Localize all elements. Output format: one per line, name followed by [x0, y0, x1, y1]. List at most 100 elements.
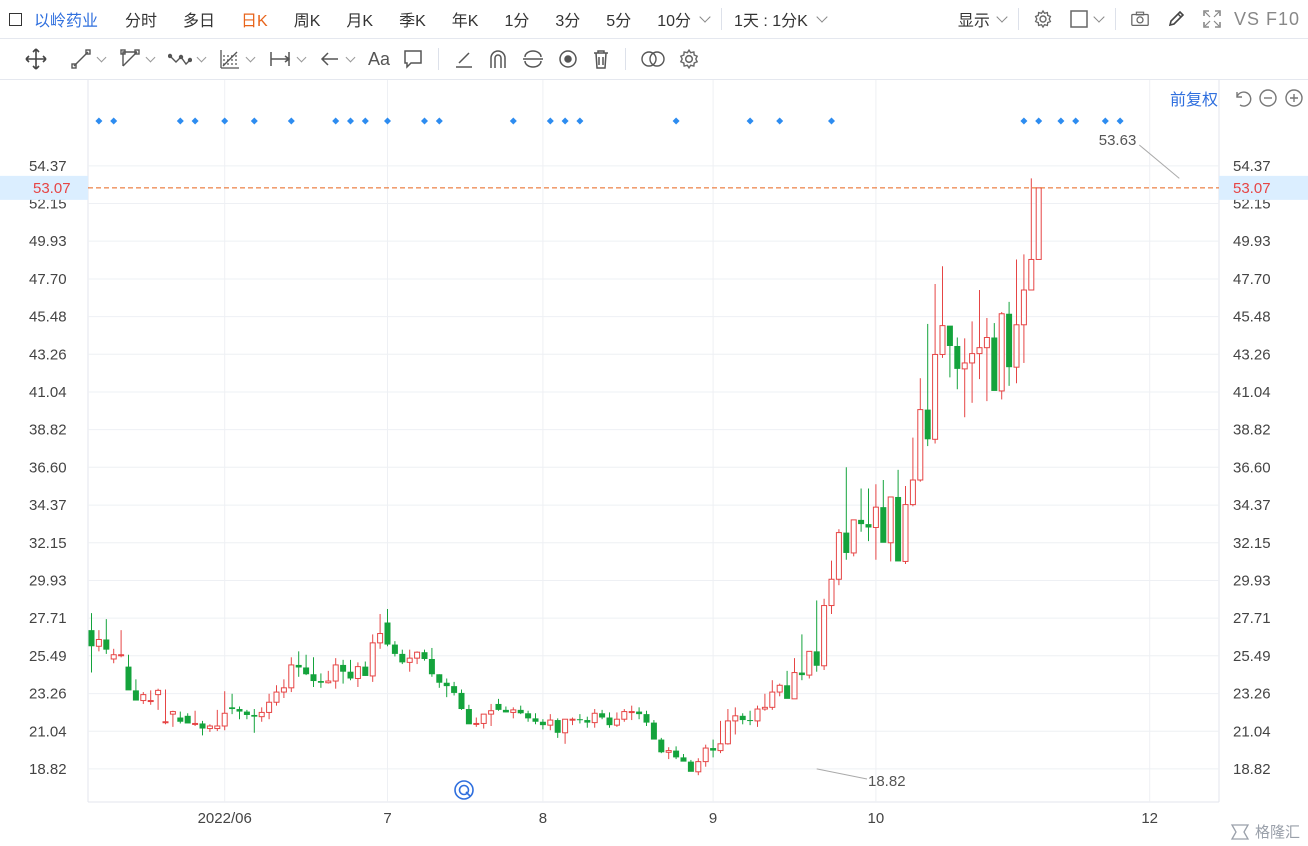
candle-body-up [850, 519, 857, 554]
f10-button[interactable]: F10 [1265, 8, 1300, 29]
candle [843, 467, 850, 560]
event-marker [435, 117, 443, 125]
y-tick-label-right: 38.82 [1233, 422, 1271, 439]
tab-multi-day[interactable]: 多日 [183, 13, 216, 30]
fullscreen-icon[interactable] [1202, 9, 1222, 29]
candle [110, 648, 117, 664]
candle-body-down [584, 720, 591, 723]
candle [710, 739, 717, 758]
candle-body-up [406, 657, 413, 663]
candle [673, 746, 680, 760]
candle [983, 317, 990, 402]
candle-body-up [192, 722, 199, 725]
candle [295, 651, 302, 677]
candle [266, 693, 273, 720]
gear-icon[interactable] [1033, 9, 1053, 29]
q-badge-icon[interactable] [454, 780, 474, 800]
candle [192, 710, 199, 726]
forward-adjust-button[interactable]: 前复权 [1169, 92, 1218, 109]
range-icon[interactable] [268, 39, 307, 79]
candle-body-up [266, 701, 273, 713]
candle [717, 720, 724, 754]
wave-icon[interactable] [168, 39, 207, 79]
candle-body-up [932, 353, 939, 440]
candle-body-down [687, 761, 694, 772]
move-icon[interactable] [24, 39, 48, 79]
x-tick-label: 8 [539, 810, 547, 827]
pen-icon[interactable] [453, 39, 475, 79]
cycle-icon[interactable] [521, 39, 545, 79]
candle [976, 289, 983, 380]
vs-compare-button[interactable]: VS F10 [1233, 8, 1300, 29]
camera-icon[interactable] [1130, 9, 1150, 29]
channel-icon[interactable] [119, 39, 156, 79]
candle-body-up [902, 504, 909, 562]
compare-icon[interactable] [640, 39, 666, 79]
tab-1min[interactable]: 1分 [504, 13, 530, 30]
candle-body-down [606, 717, 613, 726]
candle-body-up [724, 720, 731, 745]
panel-toggle-icon[interactable] [9, 12, 22, 26]
candle-body-down [295, 664, 302, 668]
candle-body-down [384, 622, 391, 645]
tab-yearly-k[interactable]: 年K [451, 13, 479, 30]
layout-square-icon[interactable] [1069, 9, 1089, 29]
candle [954, 337, 961, 390]
event-marker [1101, 117, 1109, 125]
text-icon[interactable]: Aa [368, 48, 391, 69]
candle [465, 704, 472, 725]
candle [340, 659, 347, 684]
event-marker [221, 117, 229, 125]
candle [724, 709, 731, 745]
tab-quarterly-k[interactable]: 季K [399, 13, 426, 30]
settings-icon[interactable] [678, 39, 700, 79]
candle-body-up [909, 479, 916, 506]
candle [480, 713, 487, 729]
candle [206, 724, 213, 732]
display-menu[interactable]: 显示 [957, 13, 990, 30]
more-periods-chevron-icon[interactable] [699, 11, 711, 23]
period-select[interactable]: 1天 : 1分K [734, 13, 808, 30]
event-marker [1072, 117, 1080, 125]
tab-fenshi[interactable]: 分时 [125, 13, 158, 30]
y-tick-label-left: 54.37 [29, 158, 67, 175]
drawing-toolbar: Aa [0, 39, 1308, 80]
candle [184, 713, 191, 724]
tab-weekly-k[interactable]: 周K [293, 13, 321, 30]
zoom-in-icon[interactable] [1284, 88, 1304, 108]
candle [118, 630, 125, 658]
candle [317, 673, 324, 688]
candle [414, 651, 421, 665]
candle-body-up [806, 650, 813, 676]
line-icon[interactable] [70, 39, 107, 79]
fib-icon[interactable] [219, 39, 256, 79]
arrow-icon[interactable] [319, 39, 356, 79]
eye-icon[interactable] [557, 39, 579, 79]
display-chevron-icon[interactable] [996, 11, 1008, 23]
comment-icon[interactable] [402, 39, 424, 79]
tab-daily-k[interactable]: 日K [241, 13, 268, 30]
layout-chevron-icon[interactable] [1093, 11, 1105, 23]
magnet-icon[interactable] [487, 39, 509, 79]
candle-body-up [510, 709, 517, 713]
candle-body-down [177, 717, 184, 722]
tab-3min[interactable]: 3分 [555, 13, 581, 30]
undo-icon[interactable] [1232, 88, 1252, 108]
period-select-chevron-icon[interactable] [816, 11, 828, 23]
trash-icon[interactable] [591, 39, 611, 79]
candle-body-up [325, 680, 332, 684]
candle-body-down [576, 719, 583, 721]
y-tick-label-right: 21.04 [1233, 723, 1271, 740]
pencil-icon[interactable] [1166, 9, 1186, 29]
tab-10min[interactable]: 10分 [657, 13, 692, 30]
candle [1035, 187, 1042, 260]
candle [199, 720, 206, 736]
candle [969, 321, 976, 403]
tab-5min[interactable]: 5分 [606, 13, 632, 30]
tab-monthly-k[interactable]: 月K [346, 13, 374, 30]
stock-name[interactable]: 以岭药业 [34, 13, 99, 30]
y-tick-label-right: 29.93 [1233, 572, 1271, 589]
zoom-out-icon[interactable] [1258, 88, 1278, 108]
candle-body-down [784, 685, 791, 699]
